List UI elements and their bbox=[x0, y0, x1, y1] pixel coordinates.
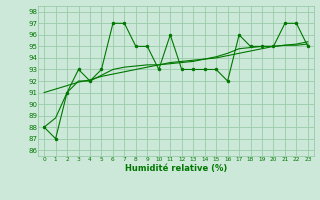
X-axis label: Humidité relative (%): Humidité relative (%) bbox=[125, 164, 227, 173]
